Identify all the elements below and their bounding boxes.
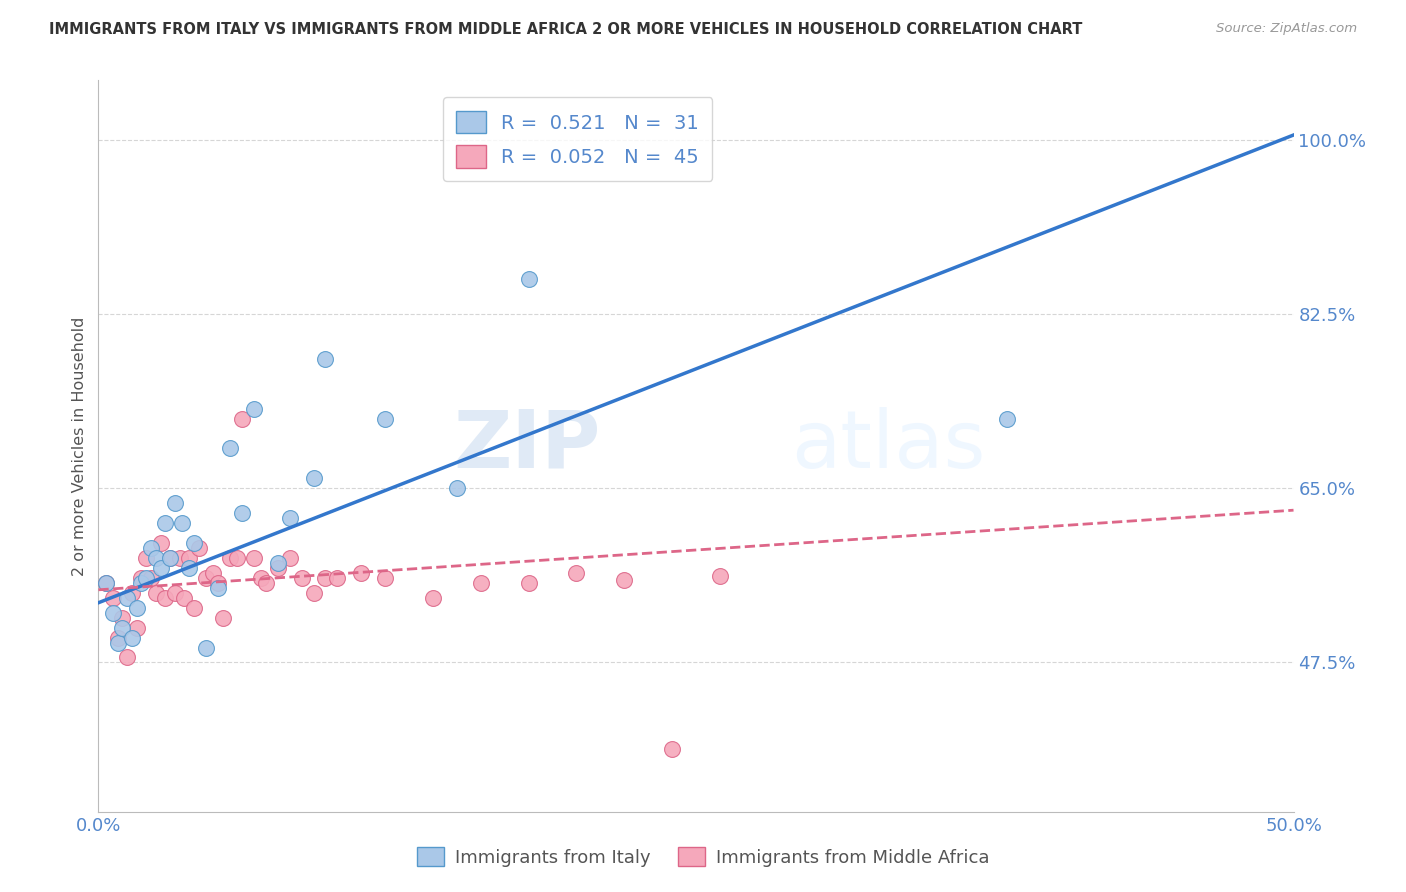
Point [125,600,148,615]
Point [183,600,205,615]
Point [111,621,134,635]
Point [135,551,157,566]
Point [107,631,129,645]
Point [115,591,138,605]
Point [250,571,273,585]
Legend: R =  0.521   N =  31, R =  0.052   N =  45: R = 0.521 N = 31, R = 0.052 N = 45 [443,97,713,181]
Point [278,551,301,566]
Point [183,536,205,550]
Point [94,575,117,590]
Point [517,575,540,590]
Point [302,586,325,600]
Point [101,591,124,605]
Point [374,571,396,585]
Point [226,551,249,566]
Point [145,551,167,566]
Point [94,575,117,590]
Point [243,551,266,566]
Point [149,536,172,550]
Point [231,506,253,520]
Point [219,442,242,456]
Point [315,351,337,366]
Point [302,471,325,485]
Point [374,411,396,425]
Point [195,640,218,655]
Point [207,575,229,590]
Point [267,561,290,575]
Point [446,481,468,495]
Point [125,621,148,635]
Point [195,571,218,585]
Point [101,606,124,620]
Point [131,575,153,590]
Point [709,569,731,583]
Legend: Immigrants from Italy, Immigrants from Middle Africa: Immigrants from Italy, Immigrants from M… [409,840,997,874]
Point [517,272,540,286]
Text: Source: ZipAtlas.com: Source: ZipAtlas.com [1216,22,1357,36]
Point [231,411,253,425]
Text: atlas: atlas [792,407,986,485]
Point [135,571,157,585]
Point [173,591,195,605]
Point [254,575,277,590]
Point [155,591,177,605]
Point [163,496,186,510]
Point [121,631,143,645]
Point [565,566,588,580]
Point [243,401,266,416]
Point [149,561,172,575]
Point [163,586,186,600]
Point [207,581,229,595]
Point [172,516,194,530]
Point [107,635,129,649]
Point [139,571,162,585]
Point [470,575,492,590]
Text: ZIP: ZIP [453,407,600,485]
Y-axis label: 2 or more Vehicles in Household: 2 or more Vehicles in Household [72,317,87,575]
Point [315,571,337,585]
Point [661,742,683,756]
Point [202,566,225,580]
Point [422,591,444,605]
Point [139,541,162,555]
Point [115,650,138,665]
Point [179,551,201,566]
Point [278,511,301,525]
Point [187,541,209,555]
Point [291,571,314,585]
Point [350,566,373,580]
Point [179,561,201,575]
Point [131,571,153,585]
Point [326,571,349,585]
Point [145,586,167,600]
Point [111,610,134,624]
Point [121,586,143,600]
Point [995,411,1018,425]
Text: IMMIGRANTS FROM ITALY VS IMMIGRANTS FROM MIDDLE AFRICA 2 OR MORE VEHICLES IN HOU: IMMIGRANTS FROM ITALY VS IMMIGRANTS FROM… [49,22,1083,37]
Point [159,551,181,566]
Point [155,516,177,530]
Point [613,573,636,587]
Point [169,551,191,566]
Point [219,551,242,566]
Point [211,610,233,624]
Point [267,556,290,570]
Point [159,551,181,566]
